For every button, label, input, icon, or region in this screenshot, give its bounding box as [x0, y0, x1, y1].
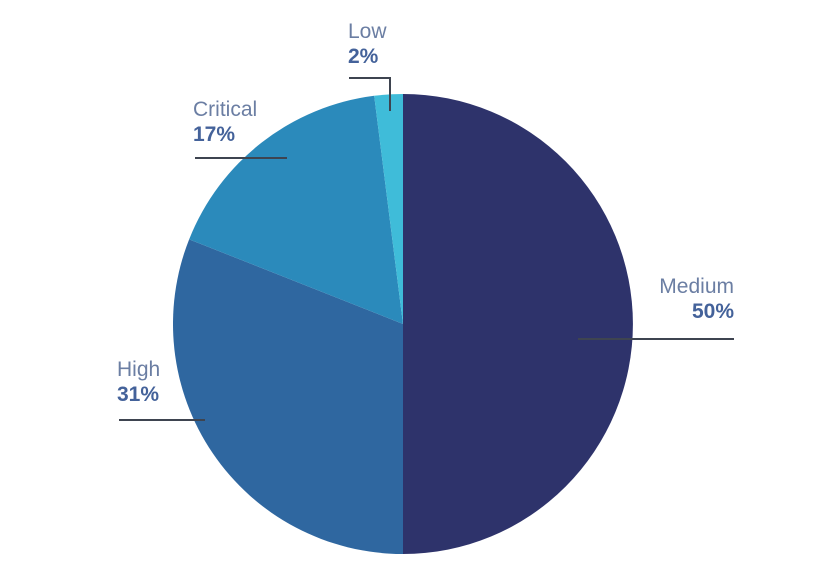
slice-percent-high: 31% — [117, 383, 160, 406]
pie-slice-high[interactable] — [173, 239, 403, 554]
slice-label-high: High 31% — [117, 357, 160, 407]
slice-percent-critical: 17% — [193, 123, 236, 146]
leader-line-medium — [578, 338, 734, 340]
slice-name-high: High — [117, 358, 161, 381]
slice-percent-low: 2% — [348, 45, 379, 68]
slice-label-critical: Critical 17% — [193, 97, 257, 147]
pie-svg — [173, 94, 633, 554]
slice-name-critical: Critical — [193, 98, 258, 121]
leader-line-low-vertical — [389, 77, 391, 111]
slice-name-medium: Medium — [659, 275, 734, 298]
slice-label-low: Low 2% — [348, 19, 387, 69]
pie-slice-medium[interactable] — [403, 94, 633, 554]
leader-line-high — [119, 419, 205, 421]
pie-slice-low[interactable] — [374, 94, 403, 324]
pie-slice-critical[interactable] — [189, 95, 403, 324]
slice-label-medium: Medium 50% — [659, 274, 734, 324]
leader-line-low-horizontal — [349, 77, 391, 79]
slice-percent-medium: 50% — [691, 300, 734, 323]
slice-name-low: Low — [348, 20, 387, 43]
leader-line-critical — [195, 157, 287, 159]
